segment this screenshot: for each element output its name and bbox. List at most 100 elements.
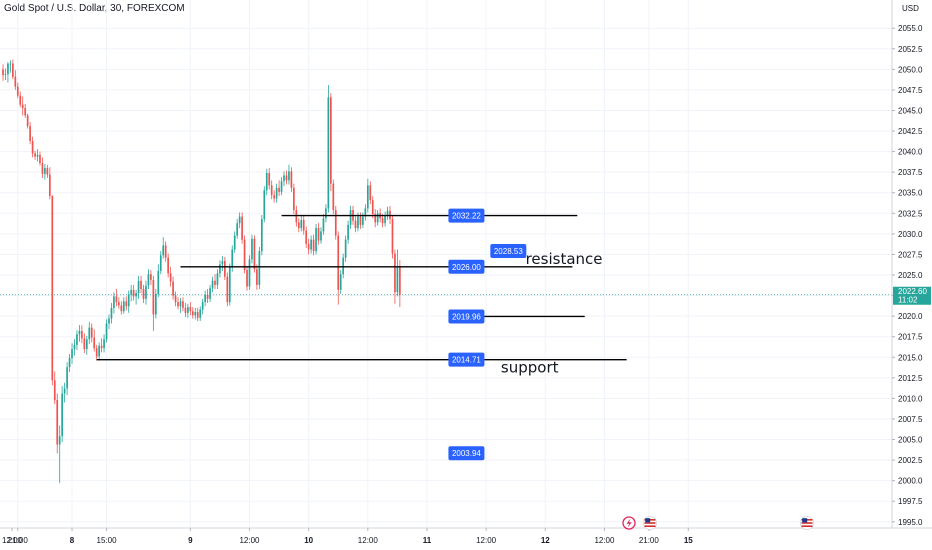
candle-body [288, 171, 290, 181]
candle-body [386, 210, 389, 216]
candle [342, 253, 345, 279]
price-marker-box[interactable] [490, 243, 527, 258]
candle [63, 382, 66, 403]
candle [66, 362, 68, 396]
current-price-box[interactable] [893, 286, 931, 305]
grid [0, 0, 892, 528]
candle [135, 289, 137, 305]
candle-body [384, 215, 386, 224]
candle [273, 190, 275, 203]
level-label-box[interactable] [448, 352, 485, 367]
candle [391, 214, 394, 259]
candle-body [125, 301, 128, 307]
candle [396, 249, 399, 297]
candle [362, 212, 364, 229]
candle-body [130, 289, 133, 295]
candle-body [83, 338, 86, 350]
time-tick-label: 15:00 [97, 536, 118, 545]
candle-body [339, 274, 342, 290]
candle [327, 84, 330, 213]
candle-body [347, 224, 349, 240]
level-label-box[interactable] [448, 259, 485, 274]
lightning-icon[interactable] [622, 516, 636, 530]
level-label: 2014.71 [452, 356, 481, 365]
candle-body [56, 400, 59, 445]
candle-body [14, 76, 17, 87]
candle [371, 196, 374, 219]
candle [315, 224, 317, 255]
candle-body [349, 210, 352, 225]
level-label-box[interactable] [448, 208, 485, 223]
candle-body [300, 219, 303, 229]
candle-body [258, 251, 261, 285]
price-tick-label: 2017.5 [898, 333, 923, 342]
us-flag-icon[interactable] [800, 516, 814, 530]
candle [88, 321, 91, 345]
candle-body [394, 253, 396, 293]
candle-body [320, 231, 322, 241]
time-tick-label: 11 [423, 536, 432, 545]
candle [164, 241, 167, 262]
candle-body [105, 323, 108, 340]
candle-body [95, 348, 98, 357]
candle-body [199, 309, 202, 318]
price-tick-label: 2005.0 [898, 436, 923, 445]
candle [21, 96, 24, 116]
symbol-title[interactable]: Gold Spot / U.S. Dollar, 30, FOREXCOM [4, 3, 185, 14]
candle-body [41, 163, 44, 174]
price-marker-box[interactable] [448, 446, 485, 461]
candle-body [334, 210, 337, 236]
candle-body [243, 239, 246, 271]
time-tick-label: 21:00 [8, 536, 29, 545]
support-annotation[interactable]: support [501, 358, 559, 376]
candle-body [157, 270, 160, 294]
candle-body [63, 388, 66, 394]
countdown-label: 11:02 [898, 296, 918, 305]
candle-body [21, 104, 24, 109]
candle-body [201, 302, 204, 310]
resistance-annotation[interactable]: resistance [526, 250, 603, 268]
candle-body [172, 281, 174, 296]
price-tick-label: 2047.5 [898, 86, 923, 95]
candle-body [275, 187, 278, 199]
price-tick-label: 1995.0 [898, 518, 923, 527]
candle [95, 344, 98, 361]
level-label-box[interactable] [448, 309, 485, 324]
price-tick-label: 2050.0 [898, 65, 923, 74]
candle [310, 235, 312, 254]
candle [194, 307, 197, 320]
candle-body [280, 181, 283, 192]
candle [56, 393, 59, 454]
us-flag-icon[interactable] [643, 516, 657, 530]
candle-body [90, 327, 93, 338]
candle [238, 212, 241, 229]
candle-body [39, 154, 41, 164]
candle [172, 276, 174, 300]
candle-body [248, 259, 251, 287]
candle [90, 323, 93, 343]
price-tick-label: 2025.0 [898, 271, 923, 280]
candle-body [103, 339, 105, 349]
candle-body [224, 261, 226, 277]
candle [354, 216, 357, 233]
candle-body [9, 63, 12, 65]
candle [236, 219, 239, 239]
candle [162, 237, 165, 259]
candle [61, 386, 64, 442]
candle-body [36, 154, 39, 157]
candle [118, 297, 120, 309]
price-axis[interactable]: 1995.0 1997.5 2000.0 2002.5 2005.0 2007.5 2010… [891, 0, 931, 528]
candle [209, 284, 211, 303]
candle-body [256, 269, 258, 285]
candle-body [31, 140, 34, 154]
candle [219, 260, 221, 278]
candle [127, 290, 130, 313]
candle-body [315, 228, 317, 252]
candle [320, 227, 322, 244]
candle [280, 177, 283, 196]
candle [9, 60, 12, 73]
candle-body [238, 216, 241, 224]
